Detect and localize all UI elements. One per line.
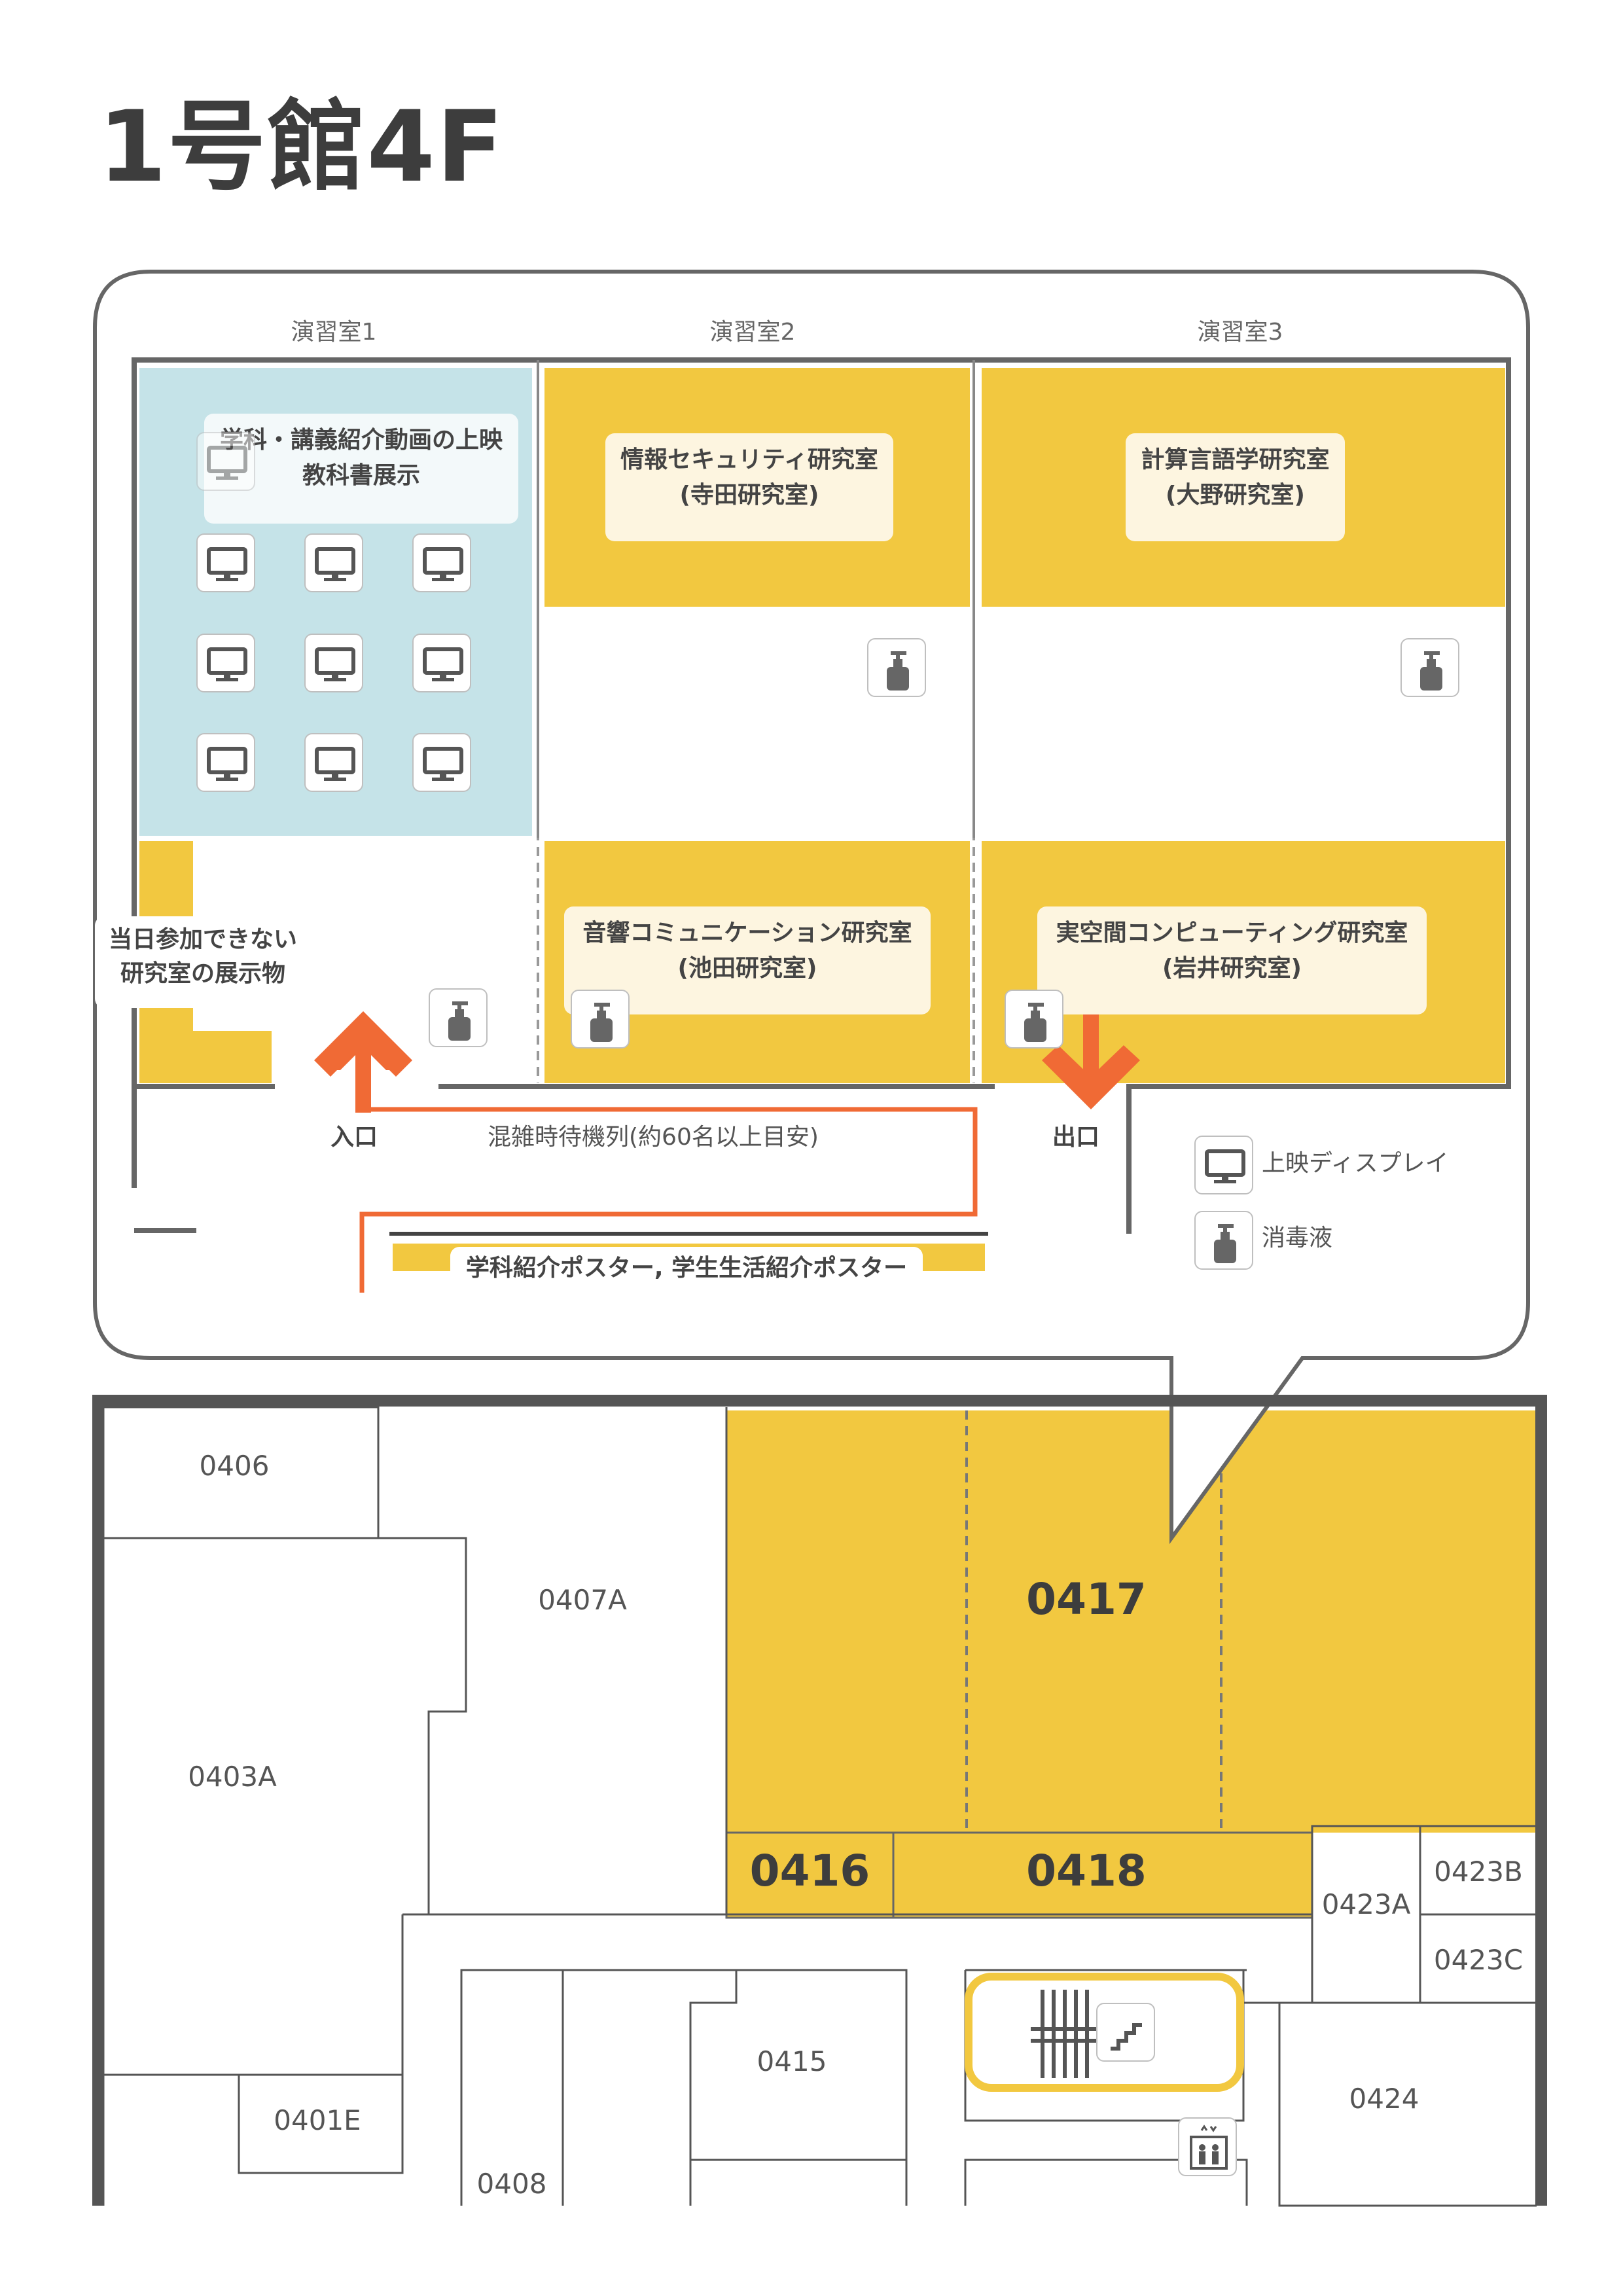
room-0418: 0418 <box>1026 1846 1147 1896</box>
room-0423B: 0423B <box>1434 1856 1523 1888</box>
lab-name: 情報セキュリティ研究室 <box>620 446 878 473</box>
exit-label: 出口 <box>1052 1124 1100 1151</box>
room-0403A: 0403A <box>188 1761 277 1793</box>
lab-professor: (岩井研究室) <box>1162 955 1302 982</box>
lab-professor: (寺田研究室) <box>679 482 819 509</box>
room-0417: 0417 <box>1026 1574 1147 1624</box>
queue-note: 混雑時待機列(約60名以上目安) <box>488 1124 819 1151</box>
absent-exhibit-area <box>139 841 272 1083</box>
stairs-icon <box>1096 2003 1155 2062</box>
lab-name: 計算言語学研究室 <box>1141 446 1330 473</box>
room-0408: 0408 <box>476 2168 547 2200</box>
page-title: 1号館4F <box>98 90 505 204</box>
room-title-1: 演習室1 <box>291 319 377 346</box>
display-icon <box>196 733 255 792</box>
legend-sanitizer-icon <box>1194 1211 1253 1270</box>
room-title-3: 演習室3 <box>1197 319 1283 346</box>
sanitizer-icon <box>1400 638 1459 697</box>
room-0417-area <box>726 1410 1538 1833</box>
display-icon <box>196 432 255 491</box>
lab-label-realspace: 実空間コンピューティング研究室 (岩井研究室) <box>1037 906 1427 1014</box>
display-icon <box>196 533 255 592</box>
room-0416-area <box>726 1833 893 1918</box>
exhibit-label-line1: 学科・講義紹介動画の上映 <box>219 427 503 454</box>
lab-name: 音響コミュニケーション研究室 <box>582 920 912 946</box>
lab-name: 実空間コンピューティング研究室 <box>1056 920 1408 946</box>
lab-label-linguistics: 計算言語学研究室 (大野研究室) <box>1126 433 1345 541</box>
display-icon <box>412 634 471 692</box>
legend-display-icon <box>1194 1136 1253 1194</box>
lab-label-security: 情報セキュリティ研究室 (寺田研究室) <box>605 433 893 541</box>
display-icon <box>196 634 255 692</box>
poster-label: 学科紹介ポスター, 学生生活紹介ポスター <box>450 1247 923 1293</box>
room-0416: 0416 <box>749 1846 870 1896</box>
room-0407A: 0407A <box>538 1584 627 1616</box>
room-0423A: 0423A <box>1321 1888 1411 1920</box>
display-icon <box>304 634 363 692</box>
absent-exhibit-label: 当日参加できない 研究室の展示物 <box>95 916 311 1008</box>
exhibit-label: 学科・講義紹介動画の上映 教科書展示 <box>204 414 518 524</box>
entrance-label: 入口 <box>330 1124 378 1151</box>
room-0406: 0406 <box>199 1450 270 1482</box>
legend-sanitizer-label: 消毒液 <box>1262 1225 1333 1251</box>
room-0423C: 0423C <box>1433 1944 1524 1976</box>
room-0424: 0424 <box>1349 2083 1419 2115</box>
display-icon <box>412 533 471 592</box>
room-0418-area <box>893 1833 1312 1918</box>
room-title-2: 演習室2 <box>709 319 796 346</box>
exhibit-label-line2: 教科書展示 <box>302 462 420 489</box>
sanitizer-icon <box>1005 990 1063 1049</box>
sanitizer-icon <box>867 638 926 697</box>
elevator-icon <box>1178 2117 1237 2176</box>
stairwell <box>965 1973 1244 2092</box>
display-icon <box>412 733 471 792</box>
sanitizer-icon <box>429 988 488 1047</box>
legend-display-label: 上映ディスプレイ <box>1262 1150 1449 1177</box>
lab-professor: (大野研究室) <box>1166 482 1305 509</box>
room-0415: 0415 <box>757 2045 827 2077</box>
display-icon <box>304 733 363 792</box>
sanitizer-icon <box>571 990 630 1049</box>
lab-professor: (池田研究室) <box>677 955 817 982</box>
absent-exhibit-line1: 当日参加できない <box>108 926 297 953</box>
absent-exhibit-line2: 研究室の展示物 <box>120 960 285 987</box>
display-icon <box>304 533 363 592</box>
room-0401E: 0401E <box>274 2104 361 2136</box>
